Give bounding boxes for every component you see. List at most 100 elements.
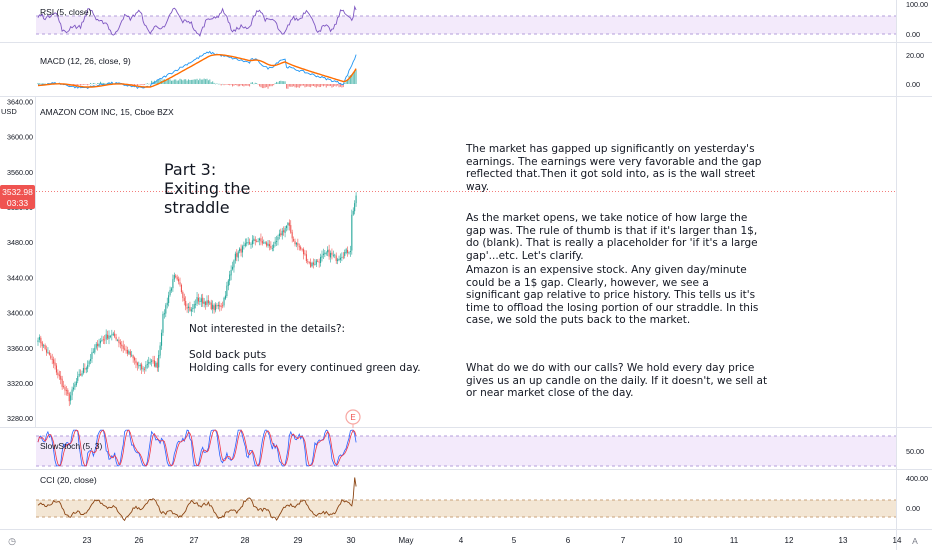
candle-body [261,241,263,244]
macd-histogram-bar [148,83,150,85]
macd-histogram-bar [345,80,347,84]
candle-body [226,285,228,297]
macd-histogram-bar [284,81,286,84]
symbol-label[interactable]: AMAZON COM INC, 15, Cboe BZX [40,107,174,117]
candle-body [287,222,289,226]
candle-body [301,249,303,251]
macd-histogram-bar [92,83,94,84]
macd-histogram-bar [244,84,246,86]
macd-histogram-bar [332,84,334,87]
candle-body [138,365,140,367]
rsi-label[interactable]: RSI (5, close) [40,7,92,17]
macd-histogram-bar [220,84,222,86]
candle-body [135,360,137,364]
candle-body [158,354,160,368]
candle-body [205,301,207,306]
candle-body [139,364,141,367]
macd-histogram-bar [250,82,252,84]
macd-histogram-bar [91,83,93,85]
macd-histogram-bar [288,84,290,87]
macd-histogram-bar [155,80,157,84]
macd-histogram-bar [87,84,89,86]
macd-histogram-bar [267,84,269,89]
candle-body [254,239,256,241]
macd-histogram-bar [179,78,181,84]
macd-histogram-bar [266,84,268,88]
cci-pane: 400.00 0.00 [37,474,928,522]
indicator-tick-label: 100.00 [906,0,928,9]
candle-body [44,345,46,349]
time-tick-label: 4 [459,536,464,545]
macd-histogram-bar [254,82,256,84]
price-tick-label: 3560.00 [7,168,33,177]
macd-histogram-bar [260,84,262,88]
candle-body [280,233,282,236]
candle-body [233,260,235,268]
time-tick-label: 23 [83,536,92,545]
macd-histogram-bar [212,81,214,84]
candle-body [341,257,343,258]
cci-label[interactable]: CCI (20, close) [40,475,97,485]
candle-body [97,343,99,347]
candle-body [342,256,344,258]
candle-body [328,249,330,257]
candle-body [101,340,103,341]
candle-body [71,389,73,396]
macd-histogram-bar [311,84,313,86]
macd-histogram-bar [261,84,263,89]
market-open-note: As the market opens, we take notice of h… [466,212,758,262]
stoch-label[interactable]: SlowStoch (5, 3) [40,441,103,451]
macd-histogram-bar [315,84,317,88]
macd-histogram-bar [175,79,177,84]
macd-histogram-bar [41,83,43,84]
candle-body [107,334,109,339]
candle-body [246,242,248,244]
candle-body [108,335,110,340]
candle-body [290,225,292,233]
macd-histogram-bar [182,80,184,84]
macd-histogram-bar [324,84,326,86]
candle-body [241,246,244,253]
candle-body [160,332,163,346]
timezone-globe-icon[interactable]: ◷ [8,537,16,547]
candle-body [115,336,117,340]
candle-body [311,262,313,267]
macd-histogram-bar [105,83,107,85]
macd-histogram-bar [234,84,236,85]
candle-body [227,280,229,287]
time-tick-label: 26 [135,536,144,545]
time-axis[interactable]: 23 26 27 28 29 30 May 4 5 6 7 10 11 12 13 14 [83,536,902,545]
candle-body [352,210,354,215]
macd-histogram-bar [328,84,330,87]
macd-histogram-bar [188,79,190,84]
macd-histogram-bar [310,84,312,88]
candle-body [82,367,84,373]
candle-body [317,260,319,262]
macd-histogram-bar [78,84,80,85]
candle-body [247,242,249,244]
candle-body [305,254,307,261]
current-price-badge[interactable] [0,185,35,209]
candle-body [322,253,324,256]
candle-body [243,245,245,247]
candle-body [307,261,309,262]
currency-label[interactable]: USD [1,107,17,116]
gap-note: The market has gapped up significantly o… [466,143,762,193]
candle-body [249,242,251,244]
candle-body [104,339,106,341]
time-tick-label: 27 [190,536,199,545]
candle-body [260,238,262,242]
macd-label[interactable]: MACD (12, 26, close, 9) [40,56,131,66]
macd-histogram-bar [156,79,158,84]
macd-histogram-bar [352,72,354,84]
macd-histogram-bar [144,84,145,85]
candle-body [60,375,62,380]
auto-scale-icon[interactable]: A [912,536,918,546]
macd-histogram-bar [355,70,357,84]
macd-histogram-bar [73,84,74,85]
candle-body [334,254,336,256]
candle-body [124,348,126,350]
earnings-marker[interactable] [345,409,361,425]
candle-body [67,390,69,395]
